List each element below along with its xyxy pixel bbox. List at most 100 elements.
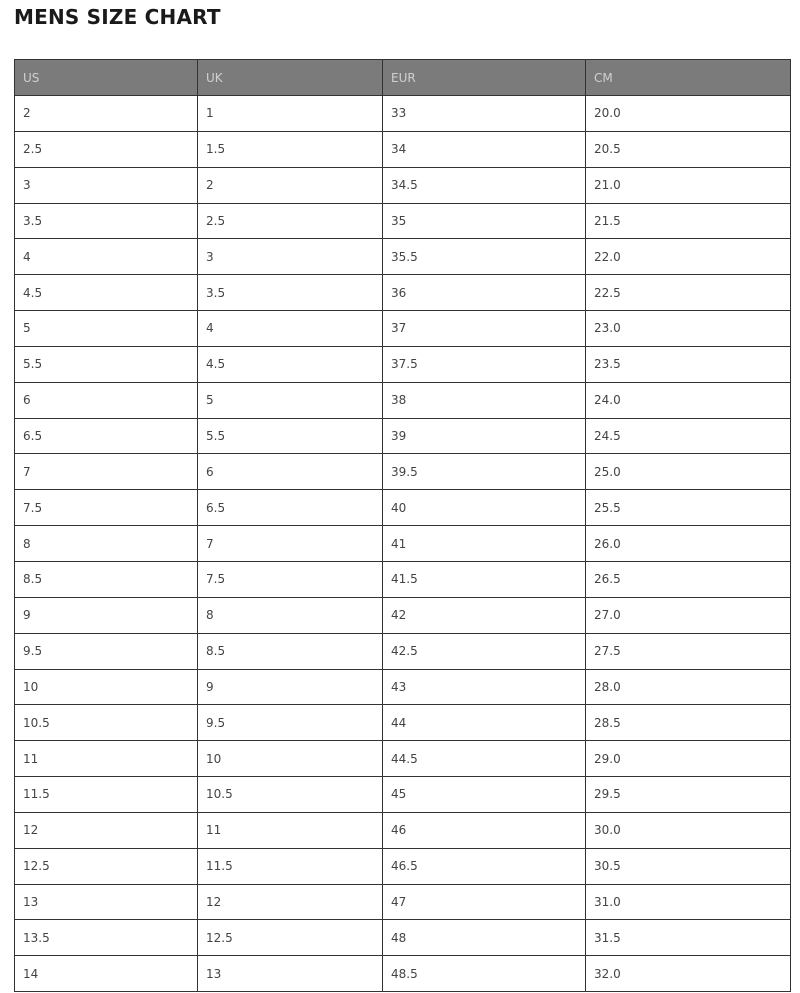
cell-eur: 38 — [382, 381, 586, 419]
cell-uk: 4 — [197, 310, 383, 347]
cell-us: 2.5 — [14, 130, 198, 168]
cell-uk: 3.5 — [197, 274, 383, 312]
cell-us: 3 — [14, 166, 198, 204]
table-row: 11.5 10.5 45 29.5 — [14, 776, 791, 813]
cell-eur: 36 — [382, 274, 586, 312]
table-row: 6 5 38 24.0 — [14, 381, 791, 419]
cell-us: 14 — [14, 955, 198, 993]
cell-uk: 6 — [197, 453, 383, 491]
cell-cm: 27.5 — [585, 632, 791, 670]
table-row: 11 10 44.5 29.0 — [14, 740, 791, 778]
cell-cm: 30.0 — [585, 811, 791, 849]
cell-cm: 27.0 — [585, 596, 791, 634]
cell-eur: 37 — [382, 310, 586, 347]
cell-cm: 22.5 — [585, 274, 791, 312]
table-row: 2.5 1.5 34 20.5 — [14, 130, 791, 168]
table-row: 14 13 48.5 32.0 — [14, 955, 791, 993]
cell-uk: 2.5 — [197, 202, 383, 240]
cell-us: 8 — [14, 525, 198, 562]
table-row: 4.5 3.5 36 22.5 — [14, 274, 791, 312]
cell-cm: 30.5 — [585, 847, 791, 885]
cell-eur: 43 — [382, 668, 586, 706]
cell-uk: 6.5 — [197, 489, 383, 527]
table-row: 10.5 9.5 44 28.5 — [14, 704, 791, 742]
cell-cm: 20.0 — [585, 95, 791, 132]
table-header-row: US UK EUR CM — [14, 59, 791, 96]
table-row: 12 11 46 30.0 — [14, 811, 791, 849]
cell-uk: 5.5 — [197, 417, 383, 455]
cell-eur: 41.5 — [382, 560, 586, 598]
table-row: 10 9 43 28.0 — [14, 668, 791, 706]
cell-cm: 29.0 — [585, 740, 791, 778]
cell-us: 8.5 — [14, 560, 198, 598]
cell-cm: 26.0 — [585, 525, 791, 562]
cell-us: 7.5 — [14, 489, 198, 527]
cell-eur: 42 — [382, 596, 586, 634]
cell-uk: 8.5 — [197, 632, 383, 670]
cell-eur: 42.5 — [382, 632, 586, 670]
cell-eur: 46 — [382, 811, 586, 849]
table-row: 13.5 12.5 48 31.5 — [14, 919, 791, 957]
cell-eur: 39.5 — [382, 453, 586, 491]
cell-cm: 22.0 — [585, 238, 791, 276]
cell-cm: 31.0 — [585, 883, 791, 921]
table-row: 13 12 47 31.0 — [14, 883, 791, 921]
cell-eur: 34 — [382, 130, 586, 168]
cell-us: 5.5 — [14, 345, 198, 383]
cell-us: 12.5 — [14, 847, 198, 885]
cell-us: 2 — [14, 95, 198, 132]
cell-cm: 29.5 — [585, 776, 791, 813]
header-cm: CM — [585, 59, 791, 96]
cell-eur: 48 — [382, 919, 586, 957]
table-row: 8 7 41 26.0 — [14, 525, 791, 562]
table-row: 12.5 11.5 46.5 30.5 — [14, 847, 791, 885]
cell-uk: 12.5 — [197, 919, 383, 957]
cell-cm: 28.5 — [585, 704, 791, 742]
cell-us: 4.5 — [14, 274, 198, 312]
cell-uk: 12 — [197, 883, 383, 921]
cell-cm: 21.5 — [585, 202, 791, 240]
table-row: 9.5 8.5 42.5 27.5 — [14, 632, 791, 670]
cell-us: 6 — [14, 381, 198, 419]
table-row: 3.5 2.5 35 21.5 — [14, 202, 791, 240]
cell-eur: 33 — [382, 95, 586, 132]
cell-eur: 34.5 — [382, 166, 586, 204]
cell-uk: 3 — [197, 238, 383, 276]
cell-eur: 41 — [382, 525, 586, 562]
cell-uk: 9 — [197, 668, 383, 706]
cell-eur: 44 — [382, 704, 586, 742]
cell-uk: 9.5 — [197, 704, 383, 742]
cell-eur: 46.5 — [382, 847, 586, 885]
cell-cm: 24.0 — [585, 381, 791, 419]
table-row: 7 6 39.5 25.0 — [14, 453, 791, 491]
header-uk: UK — [197, 59, 383, 96]
page-title: MENS SIZE CHART — [14, 5, 221, 29]
cell-cm: 23.0 — [585, 310, 791, 347]
cell-eur: 47 — [382, 883, 586, 921]
cell-eur: 39 — [382, 417, 586, 455]
cell-cm: 20.5 — [585, 130, 791, 168]
cell-eur: 45 — [382, 776, 586, 813]
table-row: 4 3 35.5 22.0 — [14, 238, 791, 276]
cell-us: 10.5 — [14, 704, 198, 742]
cell-us: 9.5 — [14, 632, 198, 670]
cell-uk: 10.5 — [197, 776, 383, 813]
cell-us: 11.5 — [14, 776, 198, 813]
cell-us: 11 — [14, 740, 198, 778]
cell-uk: 8 — [197, 596, 383, 634]
table-row: 5.5 4.5 37.5 23.5 — [14, 345, 791, 383]
cell-uk: 5 — [197, 381, 383, 419]
cell-uk: 2 — [197, 166, 383, 204]
table-row: 2 1 33 20.0 — [14, 95, 791, 132]
cell-cm: 28.0 — [585, 668, 791, 706]
table-row: 8.5 7.5 41.5 26.5 — [14, 560, 791, 598]
cell-uk: 7.5 — [197, 560, 383, 598]
size-chart-table: US UK EUR CM 2 1 33 20.0 2.5 1.5 34 20.5 3 2 34.5 2… — [14, 59, 791, 993]
cell-eur: 44.5 — [382, 740, 586, 778]
cell-cm: 23.5 — [585, 345, 791, 383]
cell-eur: 35 — [382, 202, 586, 240]
cell-eur: 40 — [382, 489, 586, 527]
cell-uk: 10 — [197, 740, 383, 778]
cell-eur: 37.5 — [382, 345, 586, 383]
cell-us: 10 — [14, 668, 198, 706]
